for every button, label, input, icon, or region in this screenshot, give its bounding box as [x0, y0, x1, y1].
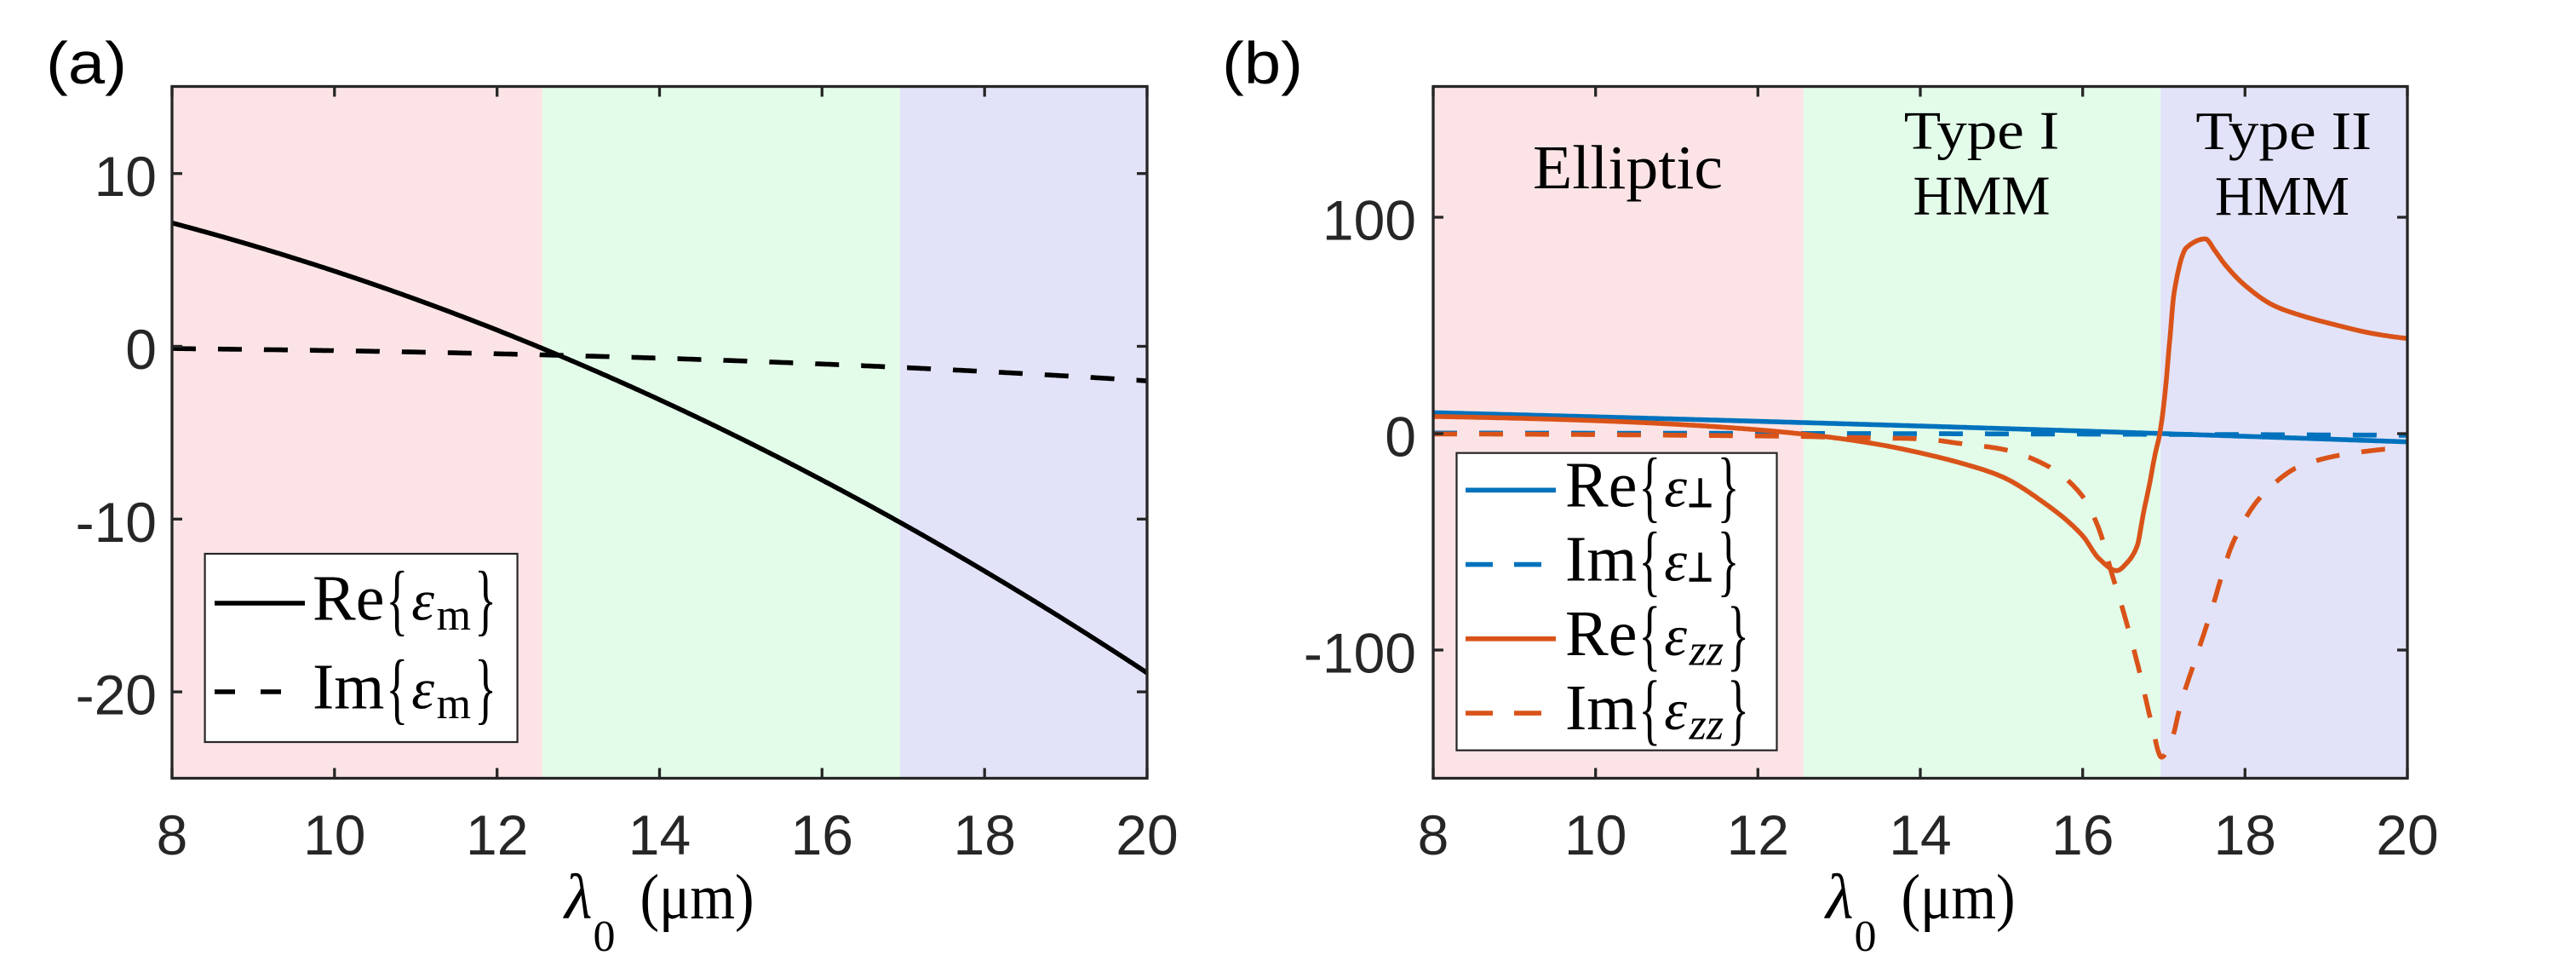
svg-text:20: 20	[2376, 803, 2438, 866]
svg-text:14: 14	[628, 803, 691, 866]
svg-text:8: 8	[157, 803, 188, 866]
svg-text:zz: zz	[1689, 701, 1724, 750]
svg-text:{: {	[1638, 442, 1661, 530]
svg-text:100: 100	[1322, 189, 1416, 252]
svg-text:m: m	[437, 680, 471, 728]
svg-text:ε: ε	[411, 657, 434, 722]
svg-text:16: 16	[2051, 803, 2114, 866]
svg-text:}: }	[1718, 517, 1740, 605]
svg-text:Re: Re	[1565, 598, 1637, 670]
svg-text:{: {	[1638, 591, 1661, 679]
svg-text:(μm): (μm)	[640, 862, 754, 933]
svg-text:18: 18	[2214, 803, 2276, 866]
svg-text:10: 10	[303, 803, 365, 866]
svg-text:}: }	[474, 556, 496, 644]
svg-text:(b): (b)	[1222, 30, 1303, 96]
svg-text:zz: zz	[1689, 626, 1724, 675]
svg-text:ε: ε	[411, 568, 434, 633]
svg-text:(μm): (μm)	[1902, 862, 2016, 933]
svg-text:ε: ε	[1664, 603, 1687, 668]
svg-text:Im: Im	[313, 652, 384, 723]
svg-text:m: m	[437, 591, 471, 640]
svg-text:-100: -100	[1304, 622, 1416, 685]
svg-text:{: {	[1638, 517, 1661, 605]
svg-text:0: 0	[125, 318, 157, 381]
svg-text:ε: ε	[1664, 529, 1687, 594]
svg-text:0: 0	[1855, 912, 1877, 957]
svg-text:HMM: HMM	[1913, 165, 2051, 227]
svg-text:Type II: Type II	[2195, 101, 2372, 161]
svg-text:HMM: HMM	[2215, 165, 2349, 227]
svg-text:ε: ε	[1664, 677, 1687, 742]
svg-text:}: }	[474, 645, 496, 733]
svg-text:-10: -10	[76, 491, 157, 554]
svg-text:Im: Im	[1565, 672, 1637, 744]
svg-text:16: 16	[791, 803, 853, 866]
svg-text:12: 12	[466, 803, 528, 866]
svg-text:Re: Re	[1565, 449, 1637, 521]
svg-text:20: 20	[1116, 803, 1178, 866]
svg-text:Re: Re	[313, 563, 384, 635]
svg-text:14: 14	[1889, 803, 1951, 866]
svg-text:ε: ε	[1664, 454, 1687, 519]
svg-text:18: 18	[953, 803, 1015, 866]
svg-text:10: 10	[1564, 803, 1626, 866]
svg-text:}: }	[1727, 665, 1749, 753]
svg-text:(a): (a)	[46, 30, 127, 96]
svg-text:0: 0	[1385, 406, 1416, 469]
svg-text:8: 8	[1418, 803, 1449, 866]
svg-text:0: 0	[594, 912, 616, 957]
svg-text:}: }	[1718, 442, 1740, 530]
svg-text:Elliptic: Elliptic	[1533, 133, 1723, 202]
svg-text:λ: λ	[1824, 862, 1853, 933]
svg-text:12: 12	[1727, 803, 1789, 866]
svg-text:}: }	[1727, 591, 1749, 679]
svg-text:Im: Im	[1565, 524, 1637, 596]
svg-text:{: {	[1638, 665, 1661, 753]
svg-text:-20: -20	[76, 664, 157, 727]
svg-text:{: {	[386, 556, 408, 644]
svg-text:10: 10	[95, 145, 157, 208]
svg-text:{: {	[386, 645, 408, 733]
svg-text:λ: λ	[563, 862, 592, 933]
svg-text:Type I: Type I	[1904, 101, 2060, 161]
